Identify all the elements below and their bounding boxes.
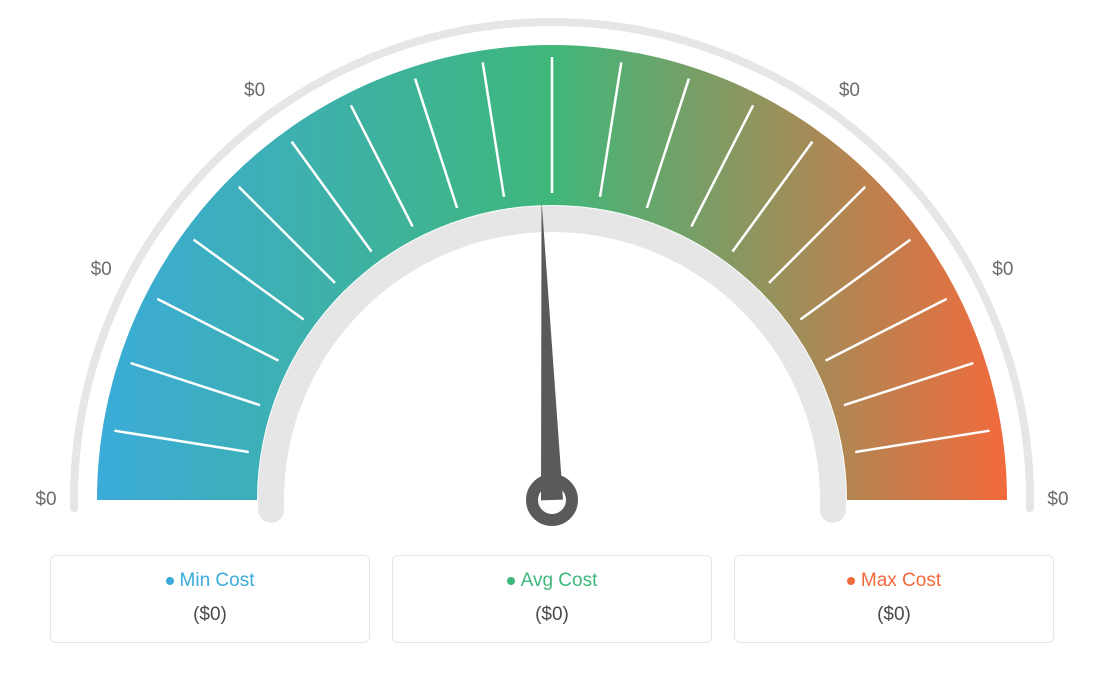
legend-dot-avg	[507, 577, 515, 585]
legend-row: Min Cost ($0) Avg Cost ($0) Max Cost ($0…	[0, 555, 1104, 643]
legend-title-min: Min Cost	[166, 570, 255, 592]
legend-value-min: ($0)	[51, 604, 369, 626]
gauge-tick-label: $0	[1047, 489, 1068, 511]
gauge-tick-label: $0	[839, 80, 860, 102]
legend-dot-max	[847, 577, 855, 585]
legend-label-max: Max Cost	[861, 570, 941, 592]
gauge-tick-label: $0	[244, 80, 265, 102]
legend-title-avg: Avg Cost	[507, 570, 598, 592]
gauge-tick-label: $0	[541, 0, 562, 5]
legend-value-avg: ($0)	[393, 604, 711, 626]
gauge-tick-label: $0	[91, 259, 112, 281]
legend-box-max: Max Cost ($0)	[734, 555, 1054, 643]
legend-label-avg: Avg Cost	[521, 570, 598, 592]
legend-dot-min	[166, 577, 174, 585]
gauge-chart: $0 $0 $0 $0 $0 $0 $0	[0, 0, 1104, 545]
legend-box-min: Min Cost ($0)	[50, 555, 370, 643]
legend-title-max: Max Cost	[847, 570, 941, 592]
legend-box-avg: Avg Cost ($0)	[392, 555, 712, 643]
gauge-svg	[0, 0, 1104, 545]
gauge-tick-label: $0	[992, 259, 1013, 281]
legend-value-max: ($0)	[735, 604, 1053, 626]
gauge-tick-label: $0	[35, 489, 56, 511]
legend-label-min: Min Cost	[180, 570, 255, 592]
